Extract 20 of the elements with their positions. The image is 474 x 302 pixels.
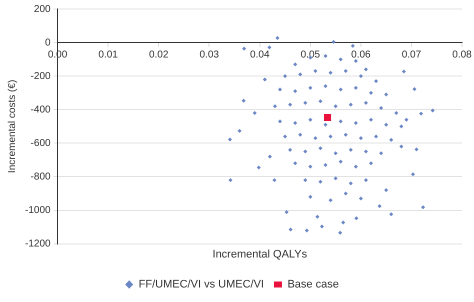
y-tick-label: -1200 — [25, 238, 52, 250]
legend-label: FF/UMEC/VI vs UMEC/VI — [138, 278, 264, 291]
y-tick-label: -800 — [30, 171, 52, 182]
x-tick-label: 0.04 — [250, 49, 270, 60]
y-tick-label: -200 — [30, 70, 52, 82]
x-tick-label: 0.02 — [148, 49, 169, 60]
y-axis-title: Incremental costs (€) — [6, 80, 18, 174]
y-tick-label: 0 — [45, 37, 52, 48]
x-tick-label: 0.08 — [452, 49, 472, 60]
x-tick-label: 0.01 — [98, 49, 118, 60]
x-tick-label: 0.07 — [402, 49, 422, 60]
y-tick-label: 200 — [34, 4, 52, 15]
x-tick-label: 0.03 — [200, 49, 220, 60]
y-tick-label: -400 — [30, 104, 52, 116]
y-tick-label: -1000 — [25, 205, 52, 216]
legend-label: Base case — [287, 278, 339, 291]
x-axis-title: Incremental QALYs — [212, 248, 308, 260]
y-tick-label: -600 — [30, 138, 52, 149]
x-tick-label: 0.06 — [351, 49, 372, 60]
x-tick-label: 0.05 — [300, 49, 321, 60]
